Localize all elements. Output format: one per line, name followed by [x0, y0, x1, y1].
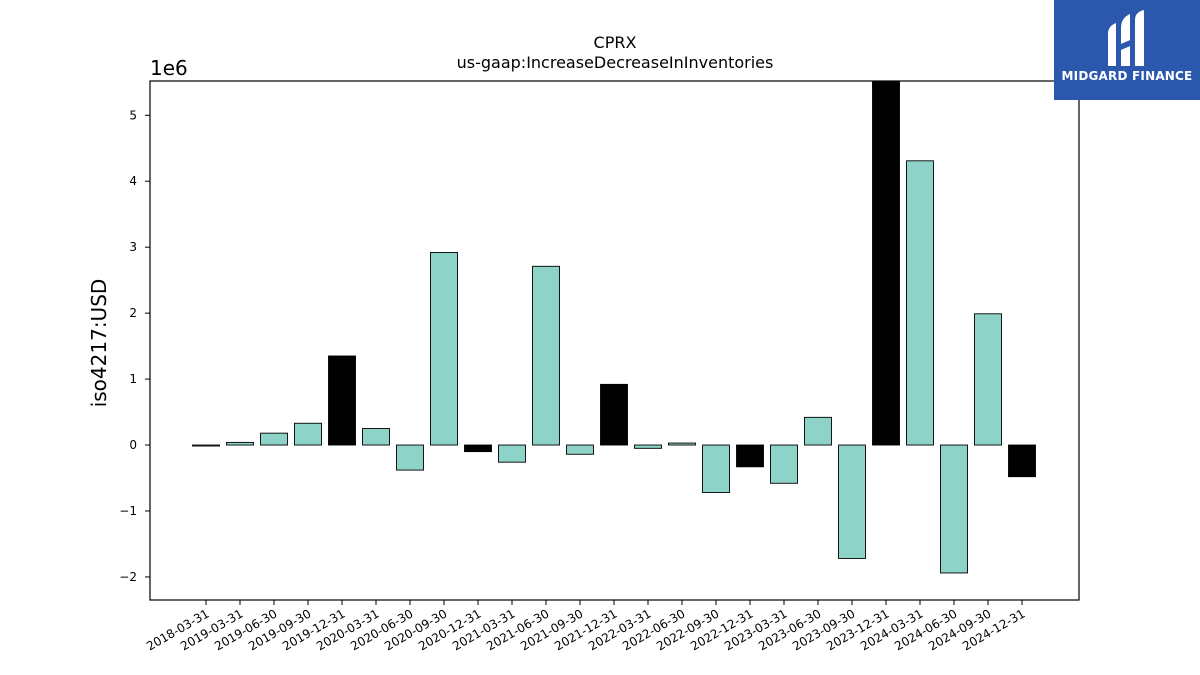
bar-2020-12-31 [464, 444, 492, 453]
y-tick-label: 4 [129, 174, 137, 188]
bar-2023-06-30 [804, 416, 832, 446]
bar-2023-03-31 [770, 444, 798, 484]
bar-2019-09-30 [294, 422, 322, 446]
bar-2024-12-31 [1008, 444, 1036, 478]
bar-2019-06-30 [260, 432, 288, 446]
y-offset-label: 1e6 [150, 56, 188, 80]
bar-2024-03-31 [906, 160, 934, 446]
bar-2024-09-30 [974, 313, 1002, 446]
bar-2022-06-30 [668, 442, 696, 446]
y-tick-label: −2 [119, 570, 137, 584]
bars-layer [192, 81, 1036, 574]
bar-2021-12-31 [600, 383, 628, 446]
bar-2022-12-31 [736, 444, 764, 468]
bar-2019-12-31 [328, 355, 356, 446]
y-tick-label: 5 [129, 108, 137, 122]
bar-2022-03-31 [634, 444, 662, 449]
y-tick-label: 2 [129, 306, 137, 320]
plot-frame [149, 80, 1080, 601]
bar-2022-09-30 [702, 444, 730, 493]
bar-2023-12-31 [872, 81, 900, 446]
y-tick-label: 1 [129, 372, 137, 386]
bar-2020-06-30 [396, 444, 424, 471]
bar-2021-09-30 [566, 444, 594, 455]
midgard-finance-logo: MIDGARD FINANCE [1054, 0, 1200, 100]
y-tick-label: −1 [119, 504, 137, 518]
chart-title: CPRX [594, 33, 637, 52]
y-tick-label: 3 [129, 240, 137, 254]
bar-2021-06-30 [532, 265, 560, 446]
bar-2024-06-30 [940, 444, 968, 574]
bar-2023-09-30 [838, 444, 866, 559]
bar-2019-03-31 [226, 441, 254, 446]
bar-2020-03-31 [362, 428, 390, 446]
bar-2021-03-31 [498, 444, 526, 463]
midgard-logo-icon [1108, 10, 1144, 66]
bar-2018-03-31 [192, 444, 220, 447]
logo-text: MIDGARD FINANCE [1061, 69, 1193, 83]
chart-subtitle: us-gaap:IncreaseDecreaseInInventories [457, 53, 774, 72]
bar-2020-09-30 [430, 252, 458, 446]
y-tick-label: 0 [129, 438, 137, 452]
y-axis-label: iso4217:USD [87, 279, 111, 408]
